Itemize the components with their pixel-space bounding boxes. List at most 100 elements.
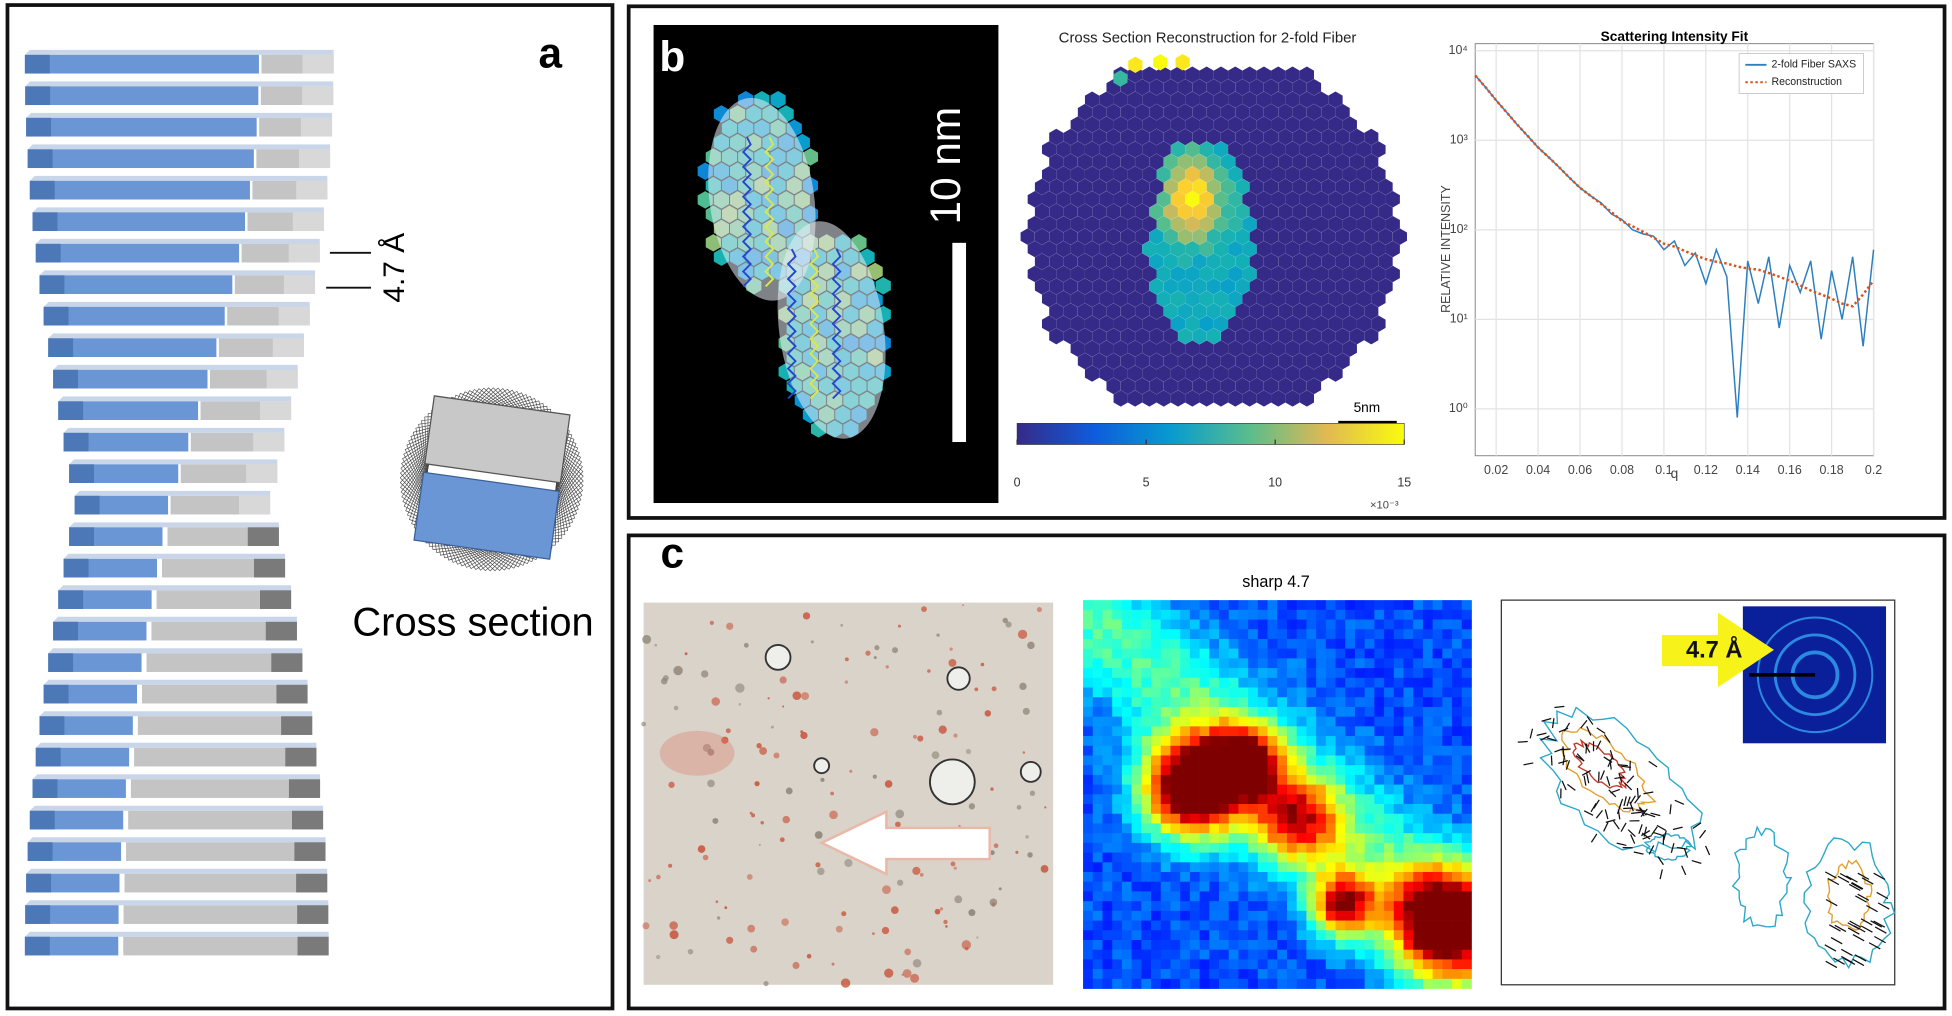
hex-cell — [1349, 253, 1365, 270]
heat-cell — [1345, 901, 1356, 912]
heat-cell — [1286, 638, 1298, 650]
heat-cell — [1432, 638, 1443, 650]
hex-cell — [1364, 153, 1379, 171]
heat-cell — [1267, 852, 1278, 863]
hex-cell — [1278, 178, 1293, 196]
heat-cell — [1452, 823, 1463, 834]
heat-cell — [1141, 891, 1152, 902]
heat-cell — [1403, 774, 1414, 785]
heat-cell — [1316, 862, 1327, 873]
speckle — [770, 725, 774, 729]
orientation-stroke — [1834, 924, 1847, 933]
heat-cell — [1228, 794, 1239, 805]
heat-cell — [1345, 813, 1356, 824]
heat-cell — [1452, 901, 1463, 912]
heat-cell — [1286, 910, 1298, 921]
hex-cell — [1335, 103, 1350, 121]
heat-cell — [1238, 706, 1249, 718]
heat-cell — [1442, 862, 1453, 873]
heat-cell — [1413, 881, 1424, 892]
hex-cell — [1027, 265, 1042, 283]
heat-cell — [1238, 901, 1249, 912]
hex-cell — [1220, 352, 1236, 370]
heat-cell — [1112, 697, 1123, 708]
orientation-stroke — [1584, 743, 1591, 753]
hex-cell — [1285, 365, 1300, 382]
speckle — [976, 936, 979, 939]
heat-cell — [1209, 872, 1220, 883]
speckle — [961, 604, 965, 607]
heat-cell — [1238, 949, 1249, 960]
hex-cell — [1228, 265, 1243, 283]
heat-cell — [1413, 658, 1424, 669]
speckle — [1029, 790, 1036, 796]
heat-cell — [1170, 736, 1181, 747]
heat-cell — [1325, 862, 1336, 873]
heat-cell — [1422, 716, 1434, 727]
heat-cell — [1432, 726, 1443, 737]
heat-cell — [1306, 619, 1317, 630]
hex-cell — [1378, 278, 1393, 295]
slab-grey-shade — [297, 905, 329, 924]
heat-cell — [1131, 872, 1142, 883]
orientation-stroke — [1546, 737, 1557, 742]
heat-cell — [1121, 745, 1132, 756]
heat-cell — [1209, 804, 1220, 815]
heat-cell — [1306, 978, 1317, 989]
speckle — [749, 811, 753, 815]
heat-cell — [1345, 852, 1356, 863]
hex-cell — [1092, 103, 1107, 121]
heat-cell — [1170, 697, 1181, 708]
heat-cell — [1335, 774, 1346, 785]
heat-cell — [1189, 745, 1200, 756]
speckle — [725, 728, 731, 734]
heat-cell — [1345, 774, 1356, 785]
heat-cell — [1403, 833, 1414, 844]
heat-cell — [1112, 745, 1123, 756]
hex-cell — [1106, 228, 1121, 245]
heat-cell — [1083, 842, 1094, 853]
heat-cell — [1277, 745, 1288, 756]
speckle — [830, 791, 835, 796]
hex-cell — [1156, 116, 1171, 133]
slab-grey — [137, 716, 313, 735]
heat-cell — [1121, 638, 1132, 650]
hex-cell — [1120, 128, 1135, 146]
heat-cell — [1364, 609, 1375, 620]
contour — [1826, 859, 1873, 931]
slab-blue-shade — [25, 86, 51, 106]
heat-cell — [1364, 842, 1375, 853]
heat-cell — [1432, 687, 1443, 698]
slab-blue-shade — [53, 369, 78, 389]
orientation-stroke — [1616, 842, 1627, 847]
heat-cell — [1102, 600, 1113, 611]
heat-cell — [1403, 823, 1414, 834]
hex-cell — [1192, 178, 1207, 196]
orientation-stroke — [1580, 719, 1588, 729]
speckle — [684, 652, 688, 656]
heat-cell — [1112, 939, 1123, 951]
hex-cell — [1156, 365, 1171, 382]
heat-cell — [1141, 687, 1152, 698]
heat-cell — [1092, 930, 1103, 941]
orientation-stroke — [1565, 760, 1571, 770]
heat-cell — [1384, 901, 1395, 912]
orientation-stroke — [1562, 746, 1565, 757]
heat-cell — [1316, 804, 1327, 815]
heat-cell — [1160, 668, 1171, 679]
heat-cell — [1131, 881, 1142, 892]
hex-cell — [1263, 128, 1279, 146]
heat-cell — [1403, 648, 1414, 659]
speckle — [913, 734, 917, 739]
heat-cell — [1170, 813, 1181, 824]
hex-cell — [1321, 278, 1336, 295]
speckle — [885, 665, 889, 669]
x-tick-label: 0.04 — [1526, 463, 1550, 477]
speckle — [840, 978, 851, 988]
heat-cell — [1102, 726, 1113, 737]
heat-cell — [1238, 638, 1249, 650]
hex-cell — [1149, 178, 1164, 196]
heat-cell — [1413, 600, 1424, 611]
heat-cell — [1102, 629, 1113, 640]
heat-cell — [1306, 813, 1317, 824]
